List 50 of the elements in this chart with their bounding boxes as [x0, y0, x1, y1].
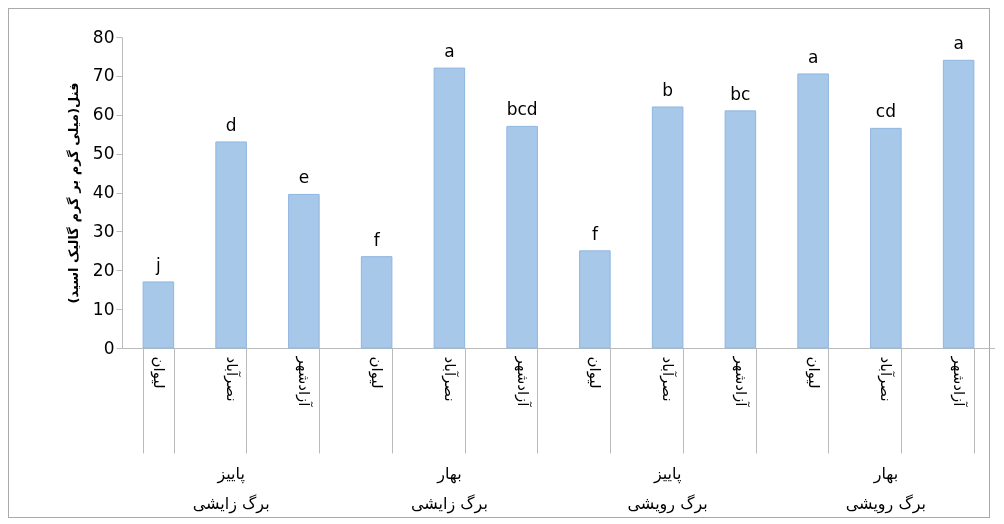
data-label: a [807, 46, 819, 67]
bar [142, 281, 175, 349]
y-tick-label: 50 [92, 143, 115, 164]
x-tick-label: نصرآباد [659, 356, 678, 402]
y-tick-label: 20 [92, 259, 115, 280]
y-tick-label: 80 [92, 26, 115, 47]
bar [724, 110, 757, 349]
x-tick-label: لیوان [368, 356, 387, 389]
x-tick-label: لیوان [149, 356, 168, 389]
y-tick-label: 0 [103, 337, 115, 358]
data-label: bc [730, 83, 751, 104]
data-label: d [225, 114, 237, 135]
data-label: cd [875, 101, 896, 122]
data-label: e [298, 167, 310, 188]
x-tick-label: لیوان [586, 356, 605, 389]
bar [360, 256, 393, 349]
y-tick-label: 60 [92, 104, 115, 125]
text: پاییز برگ رویشی [627, 464, 708, 514]
y-axis-title: فنل(میلی گرم بر گرم گالیک اسید) [65, 82, 82, 304]
data-label: a [444, 41, 455, 62]
bar [506, 125, 538, 349]
x-tick-label: نصرآباد [440, 356, 459, 402]
data-label: b [662, 79, 674, 100]
x-tick-label: آزادشهر [295, 355, 314, 408]
text: پاییز برگ زایشی [192, 464, 270, 514]
x-tick-label: آزادشهر [731, 355, 750, 408]
x-tick-label: نصرآباد [877, 356, 896, 402]
y-tick-label: 70 [92, 65, 115, 86]
text: بهار برگ رویشی [845, 464, 926, 514]
data-label: j [155, 254, 161, 275]
x-tick-label: لیوان [804, 356, 823, 389]
data-label: a [953, 33, 964, 54]
data-label: f [373, 229, 381, 250]
y-tick-label: 30 [92, 220, 115, 241]
bar [579, 250, 611, 349]
bar [870, 127, 902, 349]
y-tick-label: 10 [92, 298, 115, 319]
bar [797, 73, 829, 349]
y-tick-label: 40 [92, 182, 115, 202]
x-tick-label: آزادشهر [513, 355, 532, 408]
bar [433, 67, 466, 349]
x-tick-label: آزادشهر [950, 355, 969, 408]
bar [942, 59, 975, 349]
bar [288, 193, 320, 349]
data-label: bcd [506, 99, 538, 120]
x-tick-label: نصرآباد [222, 356, 241, 402]
bar [651, 106, 684, 349]
data-label: f [591, 223, 599, 244]
bar [215, 141, 247, 349]
text: بهار برگ زایشی [410, 464, 488, 514]
